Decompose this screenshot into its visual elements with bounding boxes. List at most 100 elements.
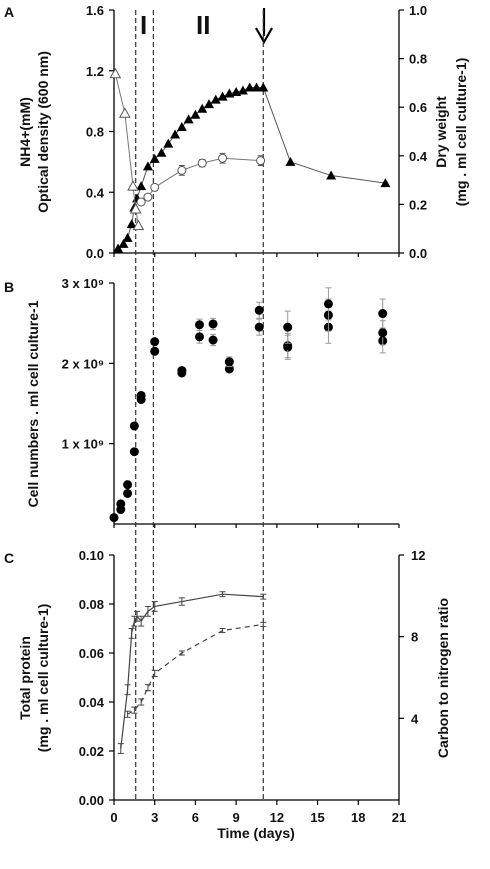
od-triangle-point — [142, 161, 153, 171]
cn-ratio-line — [127, 623, 264, 715]
panel-a-right-ylabel-1: Dry weight — [433, 96, 449, 168]
od-triangle-point — [122, 232, 133, 242]
c-left-tick-label: 0.06 — [79, 646, 104, 661]
od-triangle-point — [170, 129, 181, 139]
cell-count-point — [208, 319, 218, 329]
cell-count-point — [150, 346, 160, 356]
a-right-tick-label: 0.0 — [409, 246, 427, 261]
panel-c-label: C — [4, 550, 14, 566]
od-triangle-point — [163, 138, 174, 148]
a-left-tick-label: 1.6 — [86, 3, 104, 18]
cell-count-point — [323, 299, 333, 309]
phase-ii-label: II — [196, 10, 210, 40]
dryweight-circle-point — [197, 158, 207, 168]
od-triangle-point — [156, 147, 167, 157]
od-triangle-point — [285, 156, 296, 166]
cell-count-point — [195, 320, 204, 330]
axis-frames — [113, 10, 400, 801]
cell-count-point — [123, 488, 133, 498]
a-right-tick-label: 0.6 — [409, 100, 427, 115]
c-right-tick-label: 4 — [411, 711, 419, 726]
a-left-tick-label: 0.4 — [86, 185, 105, 200]
nh4-line — [114, 73, 139, 226]
dryweight-circle-point — [218, 153, 228, 163]
c-x-tick-label: 12 — [270, 810, 284, 825]
nh4-triangle-point — [129, 202, 142, 214]
panel-c-right-ylabel: Carbon to nitrogen ratio — [435, 598, 451, 758]
cell-count-point — [177, 366, 187, 376]
panel-b-ylabel: Cell numbers . ml cell culture-1 — [25, 300, 41, 507]
c-left-tick-label: 0.02 — [79, 744, 104, 759]
panel-a-right-ylabel-2: (mg . ml cell culture-1) — [453, 58, 469, 207]
nh4-triangle-point — [109, 67, 122, 79]
panel-c-left-ylabel-2: (mg . ml cell culture-1) — [35, 604, 51, 753]
protein-line — [120, 593, 264, 749]
dryweight-circle-point — [256, 156, 266, 166]
c-x-tick-label: 15 — [310, 810, 324, 825]
od-triangle-point — [113, 243, 124, 253]
panel-a-left-ylabel-1: NH4+(mM) — [17, 97, 33, 167]
cell-count-point — [208, 335, 218, 345]
cell-count-point — [109, 513, 119, 523]
od-triangle-point — [126, 219, 137, 229]
cell-count-point — [129, 447, 139, 457]
dryweight-circle-point — [150, 182, 160, 192]
vertical-guides — [135, 10, 264, 800]
cell-count-point — [150, 337, 160, 347]
c-x-tick-label: 9 — [233, 810, 240, 825]
panel-c-left-ylabel-1: Total protein — [17, 636, 33, 720]
od-triangle-point — [176, 121, 187, 131]
od-triangle-point — [183, 114, 194, 124]
panel-c-xlabel: Time (days) — [217, 825, 295, 841]
b-y-tick-label: 3 x 10⁹ — [62, 276, 104, 291]
panel-a-left-ylabel-2: Optical density (600 nm) — [35, 51, 51, 213]
a-left-tick-label: 0.0 — [86, 246, 104, 261]
harvest-arrow-icon — [255, 8, 273, 45]
od-line — [117, 86, 386, 249]
a-right-tick-label: 1.0 — [409, 3, 427, 18]
c-right-tick-label: 12 — [411, 548, 425, 563]
od-triangle-point — [149, 153, 160, 163]
cell-count-point — [195, 332, 204, 342]
c-left-tick-label: 0.08 — [79, 597, 104, 612]
cell-count-point — [129, 421, 139, 431]
c-x-tick-label: 3 — [151, 810, 158, 825]
a-left-tick-label: 0.8 — [86, 125, 104, 140]
od-triangle-point — [237, 85, 248, 95]
od-triangle-point — [326, 170, 337, 180]
od-triangle-point — [210, 94, 221, 104]
dryweight-circle-point — [143, 192, 153, 202]
data-marks — [109, 67, 391, 754]
axis-ticks: 0.0 0.4 0.8 1.2 1.6 0.0 0.2 0.4 0.6 0.8 1.0 1 x 10⁹… — [62, 3, 428, 825]
panel-a-label: A — [4, 4, 14, 20]
od-triangle-point — [136, 181, 147, 191]
c-left-tick-label: 0.04 — [79, 695, 105, 710]
cell-count-point — [136, 390, 146, 400]
od-triangle-point — [258, 82, 269, 92]
c-x-tick-label: 18 — [351, 810, 365, 825]
od-triangle-point — [244, 82, 255, 92]
a-right-tick-label: 0.8 — [409, 52, 427, 67]
nh4-triangle-point — [119, 107, 131, 118]
od-triangle-point — [197, 103, 208, 113]
cell-count-point — [378, 309, 388, 319]
phase-i-label: I — [140, 10, 147, 40]
nh4-triangle-point — [127, 180, 139, 191]
a-right-tick-label: 0.2 — [409, 197, 427, 212]
od-triangle-point — [217, 91, 228, 101]
cell-count-point — [254, 305, 264, 315]
c-x-tick-label: 0 — [110, 810, 117, 825]
c-x-tick-label: 6 — [192, 810, 199, 825]
od-triangle-point — [204, 99, 214, 109]
od-triangle-point — [118, 238, 129, 248]
panel-b-label: B — [4, 279, 14, 295]
c-left-tick-label: 0.10 — [79, 548, 104, 563]
od-triangle-point — [190, 109, 201, 119]
b-y-tick-label: 2 x 10⁹ — [62, 356, 104, 371]
od-triangle-point — [380, 178, 391, 188]
cell-count-point — [116, 499, 126, 509]
cell-count-point — [224, 357, 234, 367]
cell-count-point — [378, 328, 388, 338]
dryweight-circle-point — [136, 197, 146, 207]
